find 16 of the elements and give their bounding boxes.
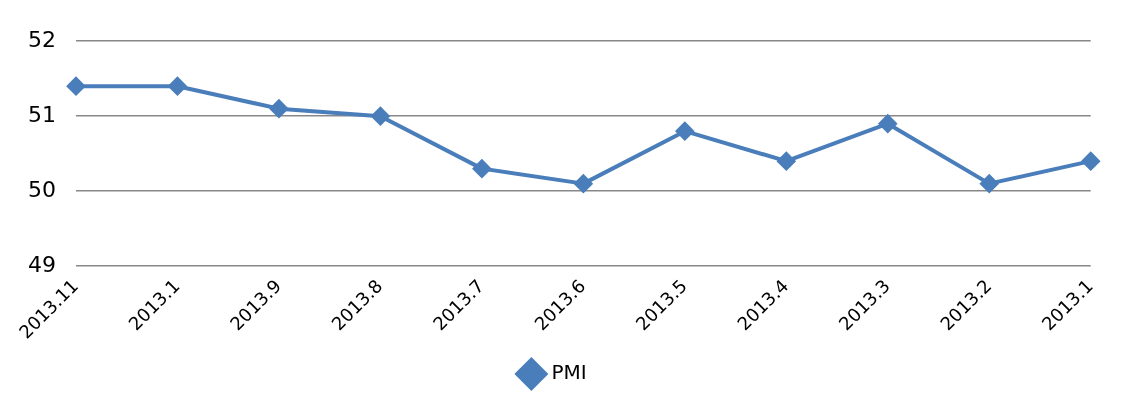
point [66,77,85,96]
point [675,122,694,141]
y-tick-label: 52 [27,26,56,52]
point [1081,152,1100,171]
point [371,107,390,126]
point [574,174,593,193]
point [472,159,491,178]
y-tick-label: 51 [27,101,56,127]
point [980,174,999,193]
y-tick-label: 49 [27,251,56,277]
point [269,99,288,118]
point [168,77,187,96]
legend-label: PMI [551,360,587,385]
y-tick-label: 50 [27,176,56,202]
point [777,152,796,171]
point [878,114,897,133]
